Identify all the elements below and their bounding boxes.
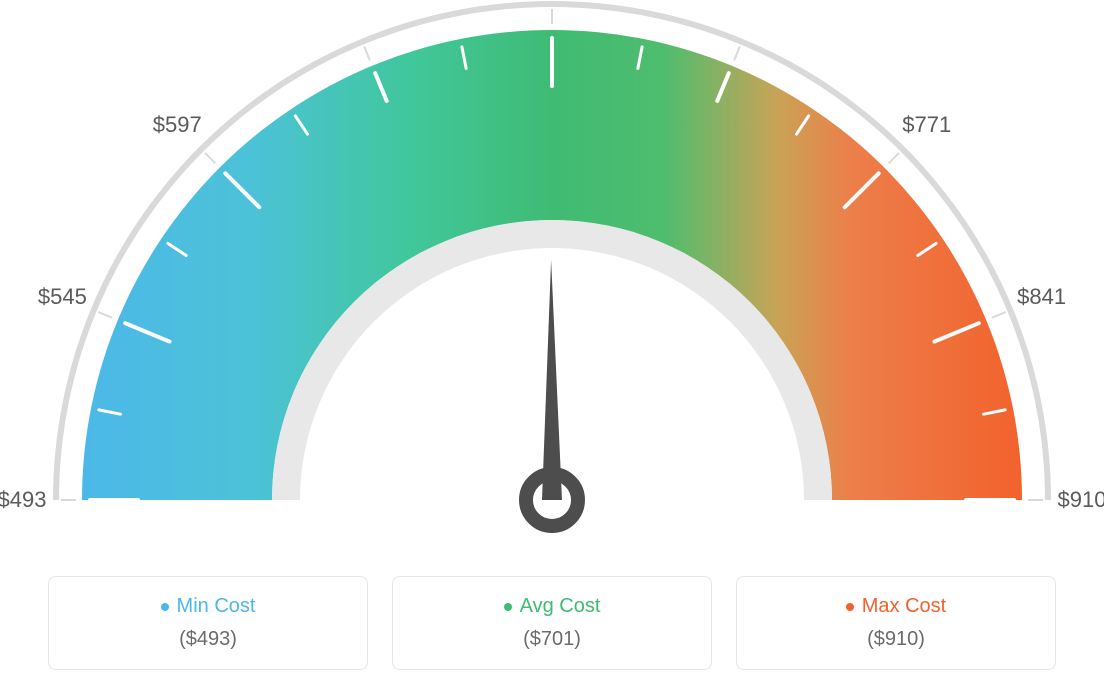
gauge-svg bbox=[0, 0, 1104, 560]
legend-label-max: Max Cost bbox=[862, 595, 946, 618]
legend-value-min: ($493) bbox=[61, 628, 355, 651]
cost-gauge: $493$545$597$701$771$841$910 bbox=[0, 0, 1104, 560]
legend: Min Cost ($493) Avg Cost ($701) Max Cost… bbox=[0, 576, 1104, 670]
legend-label-min: Min Cost bbox=[177, 595, 256, 618]
gauge-tick-label: $597 bbox=[153, 112, 202, 138]
legend-value-max: ($910) bbox=[749, 628, 1043, 651]
gauge-tick-label: $493 bbox=[0, 487, 46, 513]
legend-card-min: Min Cost ($493) bbox=[48, 576, 368, 670]
legend-dot-max bbox=[846, 603, 854, 611]
legend-value-avg: ($701) bbox=[405, 628, 699, 651]
legend-dot-min bbox=[161, 603, 169, 611]
gauge-tick-label: $545 bbox=[38, 284, 87, 310]
gauge-tick-label: $771 bbox=[902, 112, 951, 138]
legend-label-avg: Avg Cost bbox=[520, 595, 601, 618]
gauge-tick-label: $841 bbox=[1017, 284, 1066, 310]
legend-dot-avg bbox=[504, 603, 512, 611]
gauge-tick-label: $910 bbox=[1058, 487, 1104, 513]
legend-card-avg: Avg Cost ($701) bbox=[392, 576, 712, 670]
legend-card-max: Max Cost ($910) bbox=[736, 576, 1056, 670]
